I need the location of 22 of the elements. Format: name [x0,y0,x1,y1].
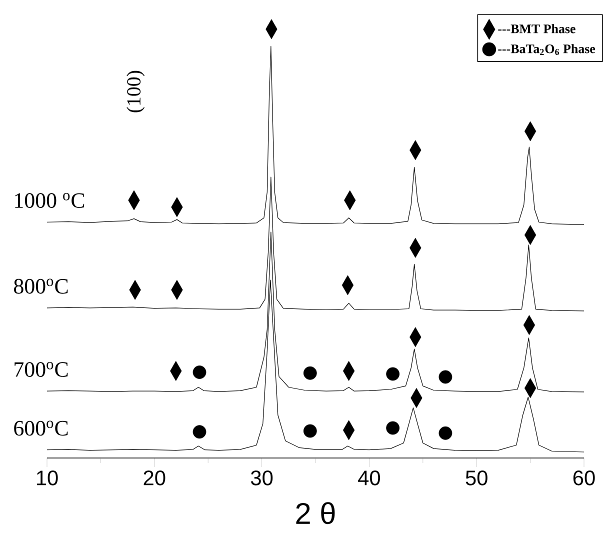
x-tick-label: 50 [466,470,488,486]
x-axis-title: 2 θ [296,502,335,524]
point [192,366,206,379]
series-label: 1000 $^{o}$C [15,192,84,208]
legend-label: ---BaTa$_{2}$O$_{6}$ Phase [498,44,596,56]
legend-label: ---BMT Phase [498,24,576,34]
point [192,425,206,439]
point [386,421,400,435]
x-tick-label: 20 [144,470,166,486]
point [438,370,452,384]
series-label: 600$^{o}$C [14,420,68,436]
x-tick-label: 10 [36,470,58,486]
series-label: 800$^{o}$C [14,278,68,294]
x-tick-label: 40 [358,470,380,486]
x-tick-label: 60 [573,470,595,486]
point [438,426,452,440]
point [303,424,317,438]
point [303,366,317,380]
x-tick-label: 30 [250,470,273,486]
series-label: 700$^{o}$C [14,362,68,377]
point [386,367,400,381]
annotation: (100) [126,70,145,112]
